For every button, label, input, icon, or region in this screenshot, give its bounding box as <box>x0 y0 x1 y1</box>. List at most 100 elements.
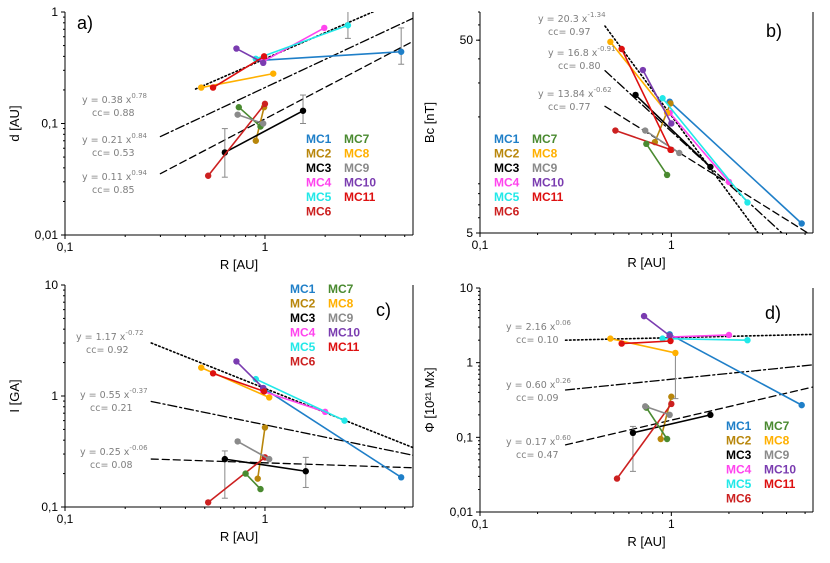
legend-entry-mc11: MC11 <box>344 190 376 204</box>
x-tick-label: 0,1 <box>472 238 489 252</box>
fit-eq-text: y = 2.16 x <box>506 322 556 333</box>
series-mc5 <box>659 95 751 206</box>
series-line <box>237 440 270 460</box>
fit-eq-text: y = 0.17 x <box>506 437 556 448</box>
legend-entry-mc2: MC2 <box>494 147 520 161</box>
fit-line-dashed <box>604 105 810 233</box>
fit-equation: y = 0.11 x0.94 <box>82 169 148 183</box>
series-mc8 <box>607 335 679 400</box>
legend-entry-mc5: MC5 <box>494 190 520 204</box>
fit-exponent: 0.78 <box>131 92 147 100</box>
x-tick-label: 1 <box>668 517 675 531</box>
fit-exponent: -0.06 <box>129 444 148 452</box>
data-point <box>299 107 307 114</box>
data-point <box>209 370 217 377</box>
series-line <box>212 372 265 393</box>
y-tick-label: 1 <box>51 389 58 403</box>
legend-entry-mc5: MC5 <box>290 340 316 354</box>
data-point <box>234 111 241 118</box>
series-mc11 <box>209 370 268 395</box>
legend-entry-mc4: MC4 <box>726 463 752 477</box>
plot-area <box>604 25 810 233</box>
data-point <box>254 475 261 482</box>
y-tick-label: 0,1 <box>456 430 473 444</box>
data-point <box>657 435 664 443</box>
fit-eq-text: y = 0.60 x <box>506 380 556 391</box>
y-tick-label: 50 <box>460 33 474 47</box>
series-mc11 <box>618 337 674 347</box>
data-point <box>798 220 805 227</box>
legend-entry-mc8: MC8 <box>344 147 370 161</box>
series-line <box>669 112 730 183</box>
series-line <box>669 333 803 406</box>
fit-equation: y = 16.8 x-0.91 <box>548 45 616 59</box>
fit-eq-text: y = 0.25 x <box>80 447 130 458</box>
data-point <box>397 474 405 481</box>
data-point <box>233 358 240 365</box>
data-point <box>261 100 269 108</box>
fit-cc: cc= 0.47 <box>516 450 559 461</box>
plot-area <box>564 312 813 482</box>
x-tick-label: 1 <box>668 238 675 252</box>
series-line <box>645 407 668 440</box>
data-point <box>639 66 647 74</box>
panel-label: c) <box>376 300 391 320</box>
fit-line-dotted <box>564 333 813 341</box>
series-line <box>237 113 264 125</box>
y-axis-label: d [AU] <box>7 105 22 141</box>
legend-entry-mc4: MC4 <box>290 326 316 340</box>
series-line <box>669 334 729 338</box>
data-point <box>257 485 264 493</box>
series-line <box>644 405 670 416</box>
legend-entry-mc11: MC11 <box>532 190 564 204</box>
fit-exponent: 0.26 <box>555 377 571 385</box>
fit-exponent: 0.60 <box>555 434 571 442</box>
fit-equation: y = 0.55 x-0.37 <box>80 387 148 401</box>
legend-entry-mc10: MC10 <box>344 176 376 190</box>
data-point <box>265 455 273 463</box>
data-point <box>659 335 666 342</box>
fit-line-dashed <box>564 386 813 446</box>
fit-line-dotted <box>150 342 413 449</box>
fit-line-dashdot <box>150 400 413 456</box>
data-point <box>666 411 673 419</box>
x-axis-label: R [AU] <box>220 529 258 544</box>
legend-entry-mc1: MC1 <box>290 282 316 296</box>
legend-entry-mc11: MC11 <box>328 340 360 354</box>
legend-entry-mc8: MC8 <box>532 147 558 161</box>
data-point <box>676 149 683 157</box>
data-point <box>667 146 674 154</box>
data-point <box>607 38 614 46</box>
legend-entry-mc7: MC7 <box>764 419 790 433</box>
fit-equation: y = 0.60 x0.26 <box>506 377 572 391</box>
legend-entry-mc10: MC10 <box>328 326 360 340</box>
series-mc11 <box>618 45 674 154</box>
legend-entry-mc7: MC7 <box>328 282 354 296</box>
legend-entry-mc5: MC5 <box>306 190 332 204</box>
series-line <box>643 315 671 337</box>
series-line <box>642 69 673 124</box>
fit-eq-text: y = 0.55 x <box>80 390 130 401</box>
fit-exponent: -0.62 <box>593 86 611 94</box>
data-point <box>235 104 243 111</box>
series-mc10 <box>233 358 267 392</box>
data-point <box>198 364 205 371</box>
legend-entry-mc10: MC10 <box>764 463 796 477</box>
data-point <box>632 91 639 99</box>
x-tick-label: 0,1 <box>57 240 74 254</box>
series-line <box>235 360 264 389</box>
legend: MC1 MC7 MC2 MC8 MC3 MC9 MC4 MC10 MC5 MC11 MC6 <box>290 282 360 369</box>
series-line <box>616 403 672 480</box>
series-mc7 <box>235 104 264 130</box>
y-tick-label: 0,01 <box>450 505 474 519</box>
legend: MC1 MC7 MC2 MC8 MC3 MC9 MC4 MC10 MC5 MC11 MC6 <box>494 132 564 219</box>
series-line <box>669 101 803 225</box>
legend-entry-mc7: MC7 <box>532 132 558 146</box>
fit-exponent: 0.94 <box>131 169 147 177</box>
fit-line-dashdot <box>159 17 413 138</box>
fit-line-dotted <box>194 12 375 90</box>
legend-entry-mc6: MC6 <box>290 355 316 369</box>
fit-eq-text: y = 13.84 x <box>538 89 594 100</box>
data-point <box>209 84 217 91</box>
